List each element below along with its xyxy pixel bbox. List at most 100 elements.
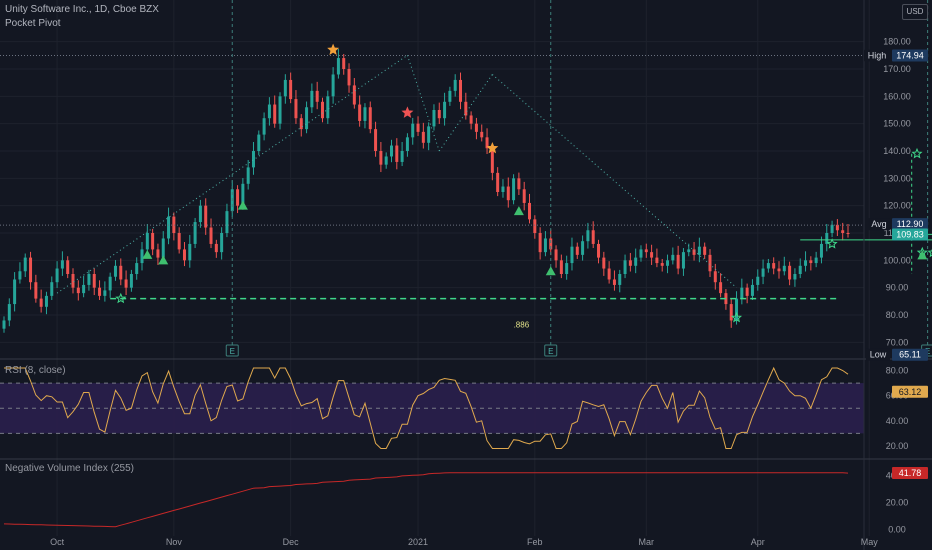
candle-body bbox=[23, 257, 27, 272]
low-value-tag bbox=[892, 348, 928, 361]
candle-body bbox=[278, 96, 282, 124]
candle-body bbox=[602, 257, 606, 269]
rsi-tick-label: 20.00 bbox=[886, 441, 909, 451]
triangle-marker bbox=[158, 255, 169, 265]
grid-lines bbox=[0, 0, 870, 536]
x-tick-label: Apr bbox=[751, 537, 765, 547]
x-tick-label: 2021 bbox=[408, 537, 428, 547]
rsi-tick-label: 80.00 bbox=[886, 366, 909, 376]
candle-body bbox=[814, 257, 818, 264]
nvi-pane[interactable] bbox=[3, 472, 849, 528]
y-tick-label: 160.00 bbox=[883, 91, 911, 101]
candle-body bbox=[634, 257, 638, 266]
candle-body bbox=[98, 287, 102, 296]
candle-body bbox=[225, 211, 229, 233]
rsi-title: RSI (8, close) bbox=[5, 365, 66, 376]
candle-body bbox=[830, 224, 834, 233]
drawing-overlays: .886 bbox=[0, 0, 932, 355]
candle-body bbox=[697, 246, 701, 255]
y-tick-label: 70.00 bbox=[886, 337, 909, 347]
candle-body bbox=[825, 233, 829, 244]
high-tag-text: High bbox=[868, 50, 887, 60]
candle-body bbox=[262, 118, 266, 135]
star-marker-orange bbox=[327, 43, 340, 55]
candle-body bbox=[34, 282, 38, 299]
rsi-line bbox=[4, 366, 849, 449]
candle-body bbox=[618, 274, 622, 285]
candle-body bbox=[517, 178, 521, 190]
candle-body bbox=[448, 90, 452, 102]
y-tick-label: 100.00 bbox=[883, 255, 911, 265]
candle-body bbox=[411, 123, 415, 138]
candle-body bbox=[294, 99, 298, 119]
candle-body bbox=[788, 265, 792, 280]
candle-body bbox=[358, 104, 362, 121]
candle-body bbox=[554, 249, 558, 261]
candle-body bbox=[44, 295, 48, 307]
rsi-pane[interactable] bbox=[0, 366, 864, 449]
candle-body bbox=[612, 279, 616, 285]
candle-body bbox=[437, 110, 441, 119]
high-value-tag bbox=[892, 49, 928, 62]
x-tick-label: Nov bbox=[166, 537, 183, 547]
candle-body bbox=[692, 249, 696, 255]
candle-body bbox=[273, 104, 277, 124]
candle-body bbox=[161, 238, 165, 258]
nvi-value-tag bbox=[892, 467, 928, 480]
high-tag bbox=[864, 49, 890, 62]
candle-body bbox=[469, 115, 473, 124]
candle-body bbox=[687, 249, 691, 253]
candle-body bbox=[750, 284, 754, 296]
candle-body bbox=[156, 249, 160, 258]
candle-body bbox=[55, 268, 59, 283]
avg-value-tag-text: 112.90 bbox=[897, 219, 924, 229]
candle-body bbox=[570, 246, 574, 264]
candle-body bbox=[18, 271, 22, 280]
candle-body bbox=[315, 90, 319, 102]
candle-body bbox=[501, 186, 505, 192]
candle-body bbox=[209, 227, 213, 244]
candle-body bbox=[474, 123, 478, 132]
candle-body bbox=[220, 233, 224, 253]
price-pane[interactable] bbox=[2, 49, 850, 333]
candle-body bbox=[246, 167, 250, 184]
currency-button[interactable]: USD bbox=[902, 4, 928, 20]
candle-body bbox=[459, 79, 463, 102]
rsi-tick-label: 40.00 bbox=[886, 416, 909, 426]
candle-body bbox=[506, 186, 510, 201]
candle-body bbox=[310, 90, 314, 108]
earnings-marker bbox=[225, 344, 239, 357]
candle-body bbox=[782, 265, 786, 272]
candle-body bbox=[251, 151, 255, 168]
candle-body bbox=[512, 178, 516, 201]
star-marker-hollow bbox=[730, 311, 743, 323]
candle-body bbox=[336, 58, 340, 75]
triangle-marker bbox=[917, 250, 928, 260]
candle-body bbox=[703, 246, 707, 255]
candle-body bbox=[522, 189, 526, 203]
rsi-value-tag-text: 63.12 bbox=[899, 387, 922, 397]
candle-body bbox=[735, 298, 739, 321]
candle-body bbox=[87, 274, 91, 285]
candle-body bbox=[581, 241, 585, 255]
candle-body bbox=[766, 263, 770, 269]
candle-body bbox=[172, 216, 176, 233]
candle-body bbox=[708, 254, 712, 272]
candle-body bbox=[374, 129, 378, 151]
candle-body bbox=[597, 243, 601, 258]
candle-body bbox=[299, 118, 303, 130]
candle-body bbox=[326, 96, 330, 119]
candle-body bbox=[676, 254, 680, 269]
candle-body bbox=[108, 276, 112, 291]
candle-body bbox=[167, 216, 171, 239]
candle-body bbox=[655, 257, 659, 264]
y-tick-label: 140.00 bbox=[883, 146, 911, 156]
y-tick-label: 90.00 bbox=[886, 283, 909, 293]
candle-body bbox=[289, 79, 293, 100]
star-marker-hollow bbox=[911, 147, 923, 159]
indicator-title: Pocket Pivot bbox=[5, 18, 61, 29]
candle-body bbox=[71, 274, 75, 288]
y-tick-label: 120.00 bbox=[883, 201, 911, 211]
